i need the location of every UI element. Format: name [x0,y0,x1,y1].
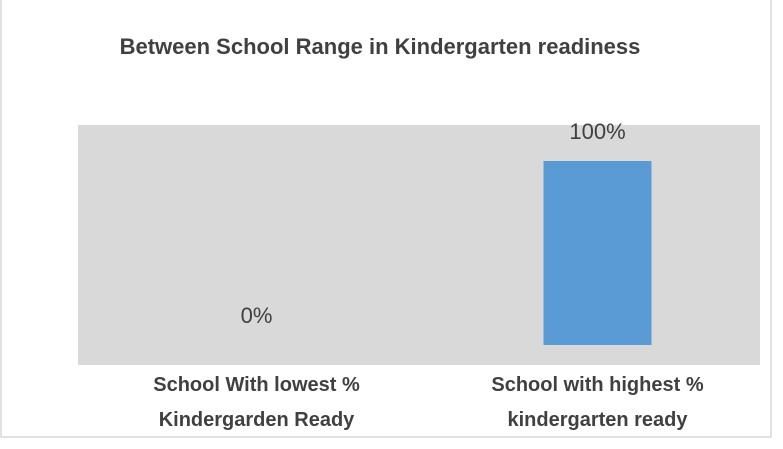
data-label: 0% [241,303,273,328]
chart-title: Between School Range in Kindergarten rea… [119,34,641,59]
x-tick-label: School with highest % kindergarten ready [491,374,704,431]
chart-border [0,0,772,438]
data-label: 100% [569,119,625,144]
x-tick-label: School With lowest % Kindergarden Ready [153,374,360,431]
plot-area [78,125,760,365]
bar [543,161,652,345]
